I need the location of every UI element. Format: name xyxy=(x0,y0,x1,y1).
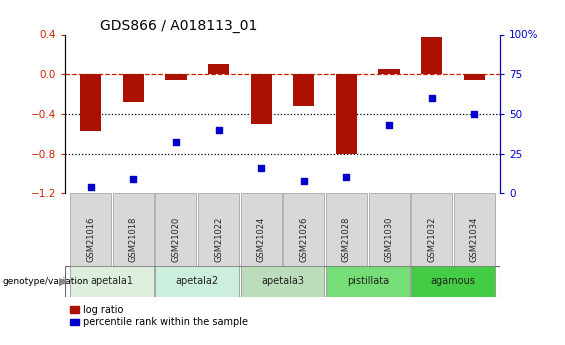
Bar xyxy=(464,74,485,80)
Bar xyxy=(368,193,410,266)
Bar xyxy=(208,64,229,74)
Text: agamous: agamous xyxy=(431,276,476,286)
Text: genotype/variation: genotype/variation xyxy=(3,277,89,286)
Bar xyxy=(155,193,197,266)
Text: ▶: ▶ xyxy=(59,276,68,286)
Point xyxy=(299,178,308,183)
Text: GSM21020: GSM21020 xyxy=(171,217,180,262)
Bar xyxy=(70,193,111,266)
Bar xyxy=(241,266,324,297)
Bar xyxy=(284,193,324,266)
Bar xyxy=(421,38,442,74)
Bar xyxy=(293,74,315,106)
Text: apetala2: apetala2 xyxy=(176,276,219,286)
Text: GSM21030: GSM21030 xyxy=(385,217,394,262)
Bar xyxy=(336,74,357,154)
Bar xyxy=(165,74,186,80)
Text: apetala3: apetala3 xyxy=(261,276,304,286)
Bar xyxy=(113,193,154,266)
Bar xyxy=(155,266,239,297)
Text: GSM21028: GSM21028 xyxy=(342,217,351,262)
Point xyxy=(427,95,436,101)
Bar xyxy=(250,74,272,124)
Bar xyxy=(123,74,144,102)
Point xyxy=(214,127,223,132)
Bar xyxy=(80,74,101,131)
Bar xyxy=(411,266,495,297)
Bar xyxy=(198,193,239,266)
Text: GSM21022: GSM21022 xyxy=(214,217,223,262)
Text: GSM21018: GSM21018 xyxy=(129,217,138,262)
Bar xyxy=(379,69,400,74)
Text: GSM21016: GSM21016 xyxy=(86,217,95,262)
Point xyxy=(257,165,266,170)
Text: apetala1: apetala1 xyxy=(90,276,133,286)
Bar xyxy=(454,193,495,266)
Bar xyxy=(326,193,367,266)
Text: pistillata: pistillata xyxy=(347,276,389,286)
Point xyxy=(385,122,394,128)
Text: GSM21034: GSM21034 xyxy=(470,217,479,262)
Text: GSM21024: GSM21024 xyxy=(257,217,266,262)
Text: GSM21026: GSM21026 xyxy=(299,217,308,262)
Point xyxy=(171,140,180,145)
Text: GDS866 / A018113_01: GDS866 / A018113_01 xyxy=(100,19,257,33)
Bar xyxy=(326,266,410,297)
Point xyxy=(86,184,95,190)
Point xyxy=(342,175,351,180)
Legend: log ratio, percentile rank within the sample: log ratio, percentile rank within the sa… xyxy=(70,305,249,327)
Bar xyxy=(70,266,154,297)
Bar xyxy=(411,193,452,266)
Point xyxy=(470,111,479,117)
Bar xyxy=(241,193,281,266)
Point xyxy=(129,176,138,182)
Text: GSM21032: GSM21032 xyxy=(427,217,436,262)
